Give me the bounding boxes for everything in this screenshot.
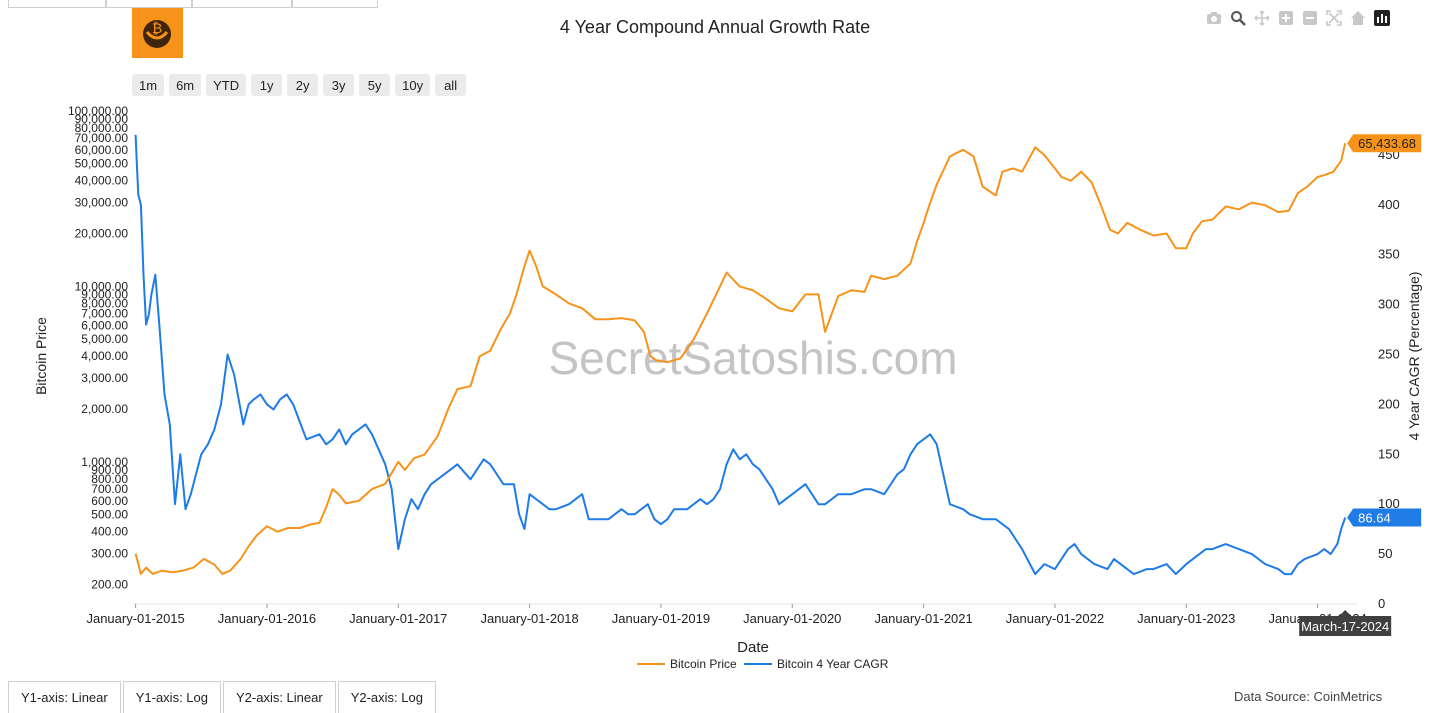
pan-icon[interactable] — [1253, 9, 1271, 27]
y1-tick-label: 6,000.00 — [81, 318, 128, 332]
autoscale-icon[interactable] — [1325, 9, 1343, 27]
y1-tick-label: 500.00 — [91, 508, 128, 522]
bitcoin-logo: ₿ — [132, 8, 183, 58]
chart-svg[interactable]: SecretSatoshis.com 200.00300.00400.00500… — [0, 0, 1456, 680]
zoom-in-icon[interactable] — [1277, 9, 1295, 27]
y1-tick-label: 300.00 — [91, 547, 128, 561]
y1-tick-label: 4,000.00 — [81, 349, 128, 363]
top-tab[interactable] — [192, 0, 292, 8]
zoom-out-icon[interactable] — [1301, 9, 1319, 27]
range-button-1m[interactable]: 1m — [132, 74, 165, 96]
y2-tick-label: 50 — [1378, 546, 1392, 561]
cagr-end-label-box — [1347, 508, 1422, 527]
y1-tick-label: 50,000.00 — [75, 157, 129, 171]
y1-tick-label: 20,000.00 — [75, 227, 129, 241]
top-tab[interactable] — [292, 0, 378, 8]
y1-tick-label: 7,000.00 — [81, 307, 128, 321]
y1-log-tab[interactable]: Y1-axis: Log — [122, 681, 221, 713]
top-tab-strip — [0, 0, 400, 8]
y1-tick-label: 400.00 — [91, 525, 128, 539]
plotly-logo-icon[interactable] — [1373, 9, 1391, 27]
y1-tick-label: 5,000.00 — [81, 332, 128, 346]
range-button-ytd[interactable]: YTD — [206, 74, 247, 96]
y1-tick-label: 200.00 — [91, 578, 128, 592]
legend-cagr-label[interactable]: Bitcoin 4 Year CAGR — [777, 657, 889, 671]
range-button-2y[interactable]: 2y — [287, 74, 319, 96]
y2-linear-tab[interactable]: Y2-axis: Linear — [222, 681, 336, 713]
x-tick-label: January-01-2020 — [743, 611, 841, 626]
y1-linear-tab[interactable]: Y1-axis: Linear — [8, 681, 121, 713]
y1-tick-label: 9,000.00 — [81, 287, 128, 301]
range-selector: 1m 6m YTD 1y 2y 3y 5y 10y all — [132, 74, 467, 96]
y2-tick-label: 200 — [1378, 396, 1400, 411]
y1-tick-label: 1,000.00 — [81, 455, 128, 469]
x-tick-label: January-01-2023 — [1137, 611, 1235, 626]
y1-tick-label: 700.00 — [91, 482, 128, 496]
y1-tick-label: 600.00 — [91, 494, 128, 508]
x-tick-label: January-01-2018 — [480, 611, 578, 626]
y2-log-tab[interactable]: Y2-axis: Log — [337, 681, 436, 713]
x-tick-label: January-01-2015 — [86, 611, 184, 626]
watermark: SecretSatoshis.com — [548, 332, 957, 384]
range-button-10y[interactable]: 10y — [395, 74, 431, 96]
y2-tick-label: 400 — [1378, 197, 1400, 212]
series-line-cagr[interactable] — [134, 134, 1347, 576]
camera-icon[interactable] — [1205, 9, 1223, 27]
y1-tick-label: 800.00 — [91, 472, 128, 486]
y2-axis-title: 4 Year CAGR (Percentage) — [1406, 272, 1422, 441]
y1-tick-label: 60,000.00 — [75, 143, 129, 157]
x-tick-label: January-01-2017 — [349, 611, 447, 626]
y2-tick-label: 150 — [1378, 446, 1400, 461]
y2-tick-label: 350 — [1378, 247, 1400, 262]
y1-tick-label: 40,000.00 — [75, 174, 129, 188]
data-source: Data Source: CoinMetrics — [1234, 689, 1383, 704]
top-tab[interactable] — [106, 0, 192, 8]
y1-axis-title: Bitcoin Price — [33, 317, 49, 395]
y1-tick-label: 90,000.00 — [75, 112, 129, 126]
top-tab[interactable] — [8, 0, 106, 8]
y1-tick-label: 70,000.00 — [75, 131, 129, 145]
y1-tick-label: 80,000.00 — [75, 121, 129, 135]
y2-tick-label: 0 — [1378, 596, 1385, 611]
y1-tick-label: 100,000.00 — [68, 104, 128, 118]
zoom-icon[interactable] — [1229, 9, 1247, 27]
svg-text:₿: ₿ — [152, 21, 162, 37]
range-button-3y[interactable]: 3y — [323, 74, 355, 96]
y1-tick-label: 2,000.00 — [81, 402, 128, 416]
range-button-6m[interactable]: 6m — [169, 74, 202, 96]
legend-price-label[interactable]: Bitcoin Price — [670, 657, 737, 671]
y2-tick-label: 100 — [1378, 496, 1400, 511]
price-end-label: 65,433.68 — [1358, 136, 1416, 151]
chart-title: 4 Year Compound Annual Growth Rate — [559, 17, 871, 37]
hover-date-pointer — [1339, 610, 1352, 616]
y1-tick-label: 900.00 — [91, 463, 128, 477]
hover-date-label: March-17-2024 — [1301, 619, 1389, 634]
home-icon[interactable] — [1349, 9, 1367, 27]
range-button-1y[interactable]: 1y — [251, 74, 283, 96]
y1-tick-label: 30,000.00 — [75, 196, 129, 210]
hover-date-box — [1299, 616, 1392, 636]
cagr-end-label: 86.64 — [1358, 511, 1391, 526]
y1-tick-label: 3,000.00 — [81, 371, 128, 385]
y1-tick-label: 10,000.00 — [75, 279, 129, 293]
range-button-all[interactable]: all — [435, 74, 467, 96]
axis-scale-tabs: Y1-axis: Linear Y1-axis: Log Y2-axis: Li… — [8, 681, 438, 713]
y2-tick-label: 300 — [1378, 297, 1400, 312]
range-button-5y[interactable]: 5y — [359, 74, 391, 96]
x-tick-label: January-01-2022 — [1006, 611, 1104, 626]
x-tick-label: January-01-2021 — [874, 611, 972, 626]
x-tick-label: January-01-2016 — [218, 611, 316, 626]
price-end-label-box — [1347, 134, 1422, 153]
x-tick-label: January-01-2019 — [612, 611, 710, 626]
bitcoin-face-icon: ₿ — [143, 20, 171, 48]
series-line-price[interactable] — [134, 142, 1347, 575]
x-axis-title: Date — [737, 639, 769, 656]
y1-tick-label: 8,000.00 — [81, 296, 128, 310]
y2-tick-label: 250 — [1378, 347, 1400, 362]
chart-toolbar — [1205, 8, 1391, 28]
